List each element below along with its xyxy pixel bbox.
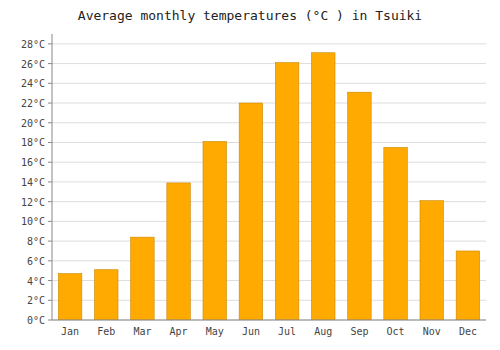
y-tick-label: 20°C: [21, 118, 45, 129]
y-tick: [48, 83, 52, 84]
y-tick: [48, 300, 52, 301]
x-tick-label: Jun: [242, 326, 260, 337]
y-tick-label: 16°C: [21, 157, 45, 168]
y-tick: [48, 320, 52, 321]
y-tick-label: 26°C: [21, 59, 45, 70]
y-tick-label: 4°C: [27, 276, 45, 287]
bar: [456, 251, 480, 320]
y-tick: [48, 103, 52, 104]
y-tick-label: 0°C: [27, 315, 45, 326]
x-tick-label: Jan: [61, 326, 79, 337]
bar: [131, 237, 155, 320]
y-tick: [48, 181, 52, 182]
x-tick-label: Apr: [170, 326, 188, 337]
bar: [275, 63, 299, 320]
x-tick-label: Mar: [133, 326, 151, 337]
y-tick-label: 22°C: [21, 98, 45, 109]
y-tick-label: 8°C: [27, 236, 45, 247]
grid-line: [52, 103, 486, 104]
x-axis-line: [52, 320, 486, 321]
x-tick-label: Sep: [350, 326, 368, 337]
y-tick-label: 24°C: [21, 78, 45, 89]
y-tick: [48, 43, 52, 44]
y-tick-label: 2°C: [27, 295, 45, 306]
x-tick-label: Dec: [459, 326, 477, 337]
grid-line: [52, 83, 486, 84]
x-tick-label: Feb: [97, 326, 115, 337]
bars: [58, 53, 479, 320]
bar: [384, 147, 408, 320]
grid: [52, 44, 486, 320]
chart-container: Average monthly temperatures (°C ) in Ts…: [0, 0, 500, 350]
x-tick-label: Jul: [278, 326, 296, 337]
bar: [348, 92, 372, 320]
y-tick: [48, 280, 52, 281]
x-tick-label: Nov: [423, 326, 441, 337]
grid-line: [52, 122, 486, 123]
x-tick-label: Aug: [314, 326, 332, 337]
y-axis: 0°C 2°C 4°C 6°C 8°C 10°C 12°C 14°C 16°C 18°C 20°C 2…: [21, 34, 52, 326]
y-tick-label: 28°C: [21, 39, 45, 50]
grid-line: [52, 142, 486, 143]
grid-line: [52, 181, 486, 182]
y-tick: [48, 142, 52, 143]
y-tick: [48, 122, 52, 123]
grid-line: [52, 63, 486, 64]
bar: [239, 103, 263, 320]
bar: [94, 270, 118, 320]
y-tick: [48, 260, 52, 261]
bar: [420, 201, 444, 320]
y-tick: [48, 241, 52, 242]
grid-line: [52, 43, 486, 44]
y-tick-label: 14°C: [21, 177, 45, 188]
y-tick-label: 10°C: [21, 216, 45, 227]
bar: [311, 53, 335, 320]
y-tick: [48, 201, 52, 202]
bar: [167, 183, 191, 320]
grid-line: [52, 162, 486, 163]
y-tick-label: 12°C: [21, 197, 45, 208]
y-tick: [48, 162, 52, 163]
x-tick-label: May: [206, 326, 224, 337]
y-tick-label: 6°C: [27, 256, 45, 267]
x-tick-label: Oct: [387, 326, 405, 337]
chart-svg: Average monthly temperatures (°C ) in Ts…: [0, 0, 500, 350]
y-tick: [48, 221, 52, 222]
bar: [58, 274, 82, 320]
y-tick-label: 18°C: [21, 137, 45, 148]
grid-line: [52, 320, 486, 321]
y-axis-line: [52, 34, 53, 320]
title: Average monthly temperatures (°C ) in Ts…: [78, 8, 422, 23]
x-axis: Jan Feb Mar Apr May Jun Jul Aug Sep Oct Nov Dec: [52, 320, 486, 337]
y-tick: [48, 63, 52, 64]
bar: [203, 141, 227, 320]
